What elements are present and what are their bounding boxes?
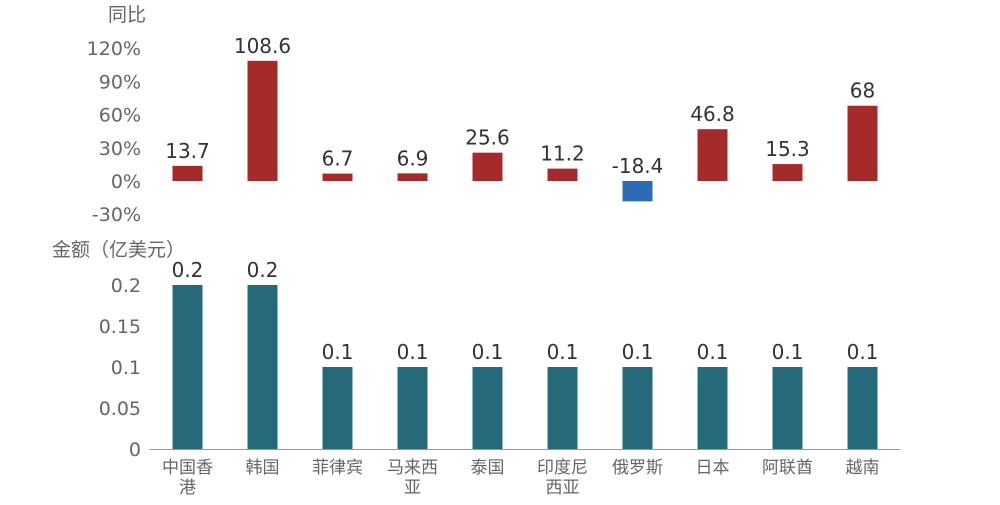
top-y-tick-label: 60% (99, 105, 141, 127)
bottom-y-tick-label: 0.1 (111, 357, 141, 379)
top-y-tick-label: -30% (92, 204, 141, 226)
top-data-label: 6.7 (322, 147, 354, 171)
bottom-bar (472, 367, 503, 449)
bottom-bar (622, 367, 653, 449)
top-data-label: 46.8 (690, 102, 735, 126)
top-bar (322, 173, 353, 181)
top-bar (772, 164, 803, 181)
top-bar (847, 105, 878, 181)
top-y-ticks: -30% 0% 30% 60% 90% 120% (87, 38, 141, 226)
x-category-label: 韩国 (246, 458, 280, 478)
x-category-label: 马来西亚 (387, 458, 438, 498)
top-bar (172, 165, 203, 181)
x-category-label: 俄罗斯 (612, 458, 663, 478)
top-y-tick-label: 30% (99, 138, 141, 160)
bottom-data-label: 0.1 (472, 340, 504, 364)
bottom-bar (322, 367, 353, 449)
top-bar (547, 168, 578, 181)
top-y-tick-label: 120% (87, 38, 141, 60)
top-bars (172, 60, 878, 202)
x-category-label: 中国香港 (162, 458, 213, 498)
bottom-y-axis-title: 金额（亿美元） (52, 239, 185, 261)
x-category-label: 菲律宾 (312, 458, 363, 478)
top-data-label: 13.7 (165, 139, 210, 163)
bottom-data-label: 0.1 (772, 340, 804, 364)
top-data-label: 25.6 (465, 126, 510, 150)
bottom-bar (397, 367, 428, 449)
top-data-label: 6.9 (397, 146, 429, 170)
top-y-axis-title: 同比 (108, 4, 146, 26)
top-y-tick-label: 90% (99, 71, 141, 93)
x-category-label: 阿联酋 (762, 458, 813, 478)
bottom-data-label: 0.1 (397, 340, 429, 364)
x-category-label: 越南 (846, 458, 880, 478)
bottom-bar (697, 367, 728, 449)
top-bar (397, 173, 428, 181)
top-data-label: -18.4 (612, 154, 664, 178)
bottom-bar (547, 367, 578, 449)
top-y-tick-label: 0% (111, 171, 141, 193)
bottom-data-label: 0.1 (322, 340, 354, 364)
bottom-bar (247, 285, 278, 449)
bottom-data-label: 0.2 (247, 258, 279, 282)
bottom-data-label: 0.2 (172, 258, 204, 282)
bottom-y-ticks: 0 0.05 0.1 0.15 0.2 (99, 275, 141, 461)
bottom-y-tick-label: 0.05 (99, 398, 141, 420)
top-bar (472, 152, 503, 181)
x-category-label: 泰国 (471, 458, 505, 478)
bottom-data-label: 0.1 (622, 340, 654, 364)
bottom-bars (172, 285, 878, 449)
bottom-bar (772, 367, 803, 449)
x-category-label: 印度尼西亚 (537, 458, 588, 498)
x-category-label: 日本 (696, 458, 730, 478)
bottom-bar (847, 367, 878, 449)
bottom-data-label: 0.1 (697, 340, 729, 364)
bottom-y-tick-label: 0 (129, 439, 141, 461)
top-data-label: 108.6 (234, 34, 291, 58)
bottom-data-label: 0.1 (547, 340, 579, 364)
top-data-label: 68 (850, 79, 875, 103)
bottom-data-label: 0.1 (847, 340, 879, 364)
top-bar (622, 181, 653, 202)
bottom-bar (172, 285, 203, 449)
x-category-labels: 中国香港 韩国 菲律宾 马来西亚 泰国 印度尼西亚 俄罗斯 日本 阿联酋 越南 (162, 458, 880, 498)
top-data-labels: 13.7 108.6 6.7 6.9 25.6 11.2 -18.4 46.8 15.3 68 (165, 34, 875, 178)
top-data-label: 11.2 (540, 142, 585, 166)
bottom-y-tick-label: 0.15 (99, 316, 141, 338)
bottom-y-tick-label: 0.2 (111, 275, 141, 297)
top-bar (247, 60, 278, 181)
top-data-label: 15.3 (765, 137, 810, 161)
bottom-data-labels: 0.2 0.2 0.1 0.1 0.1 0.1 0.1 0.1 0.1 0.1 (172, 258, 879, 364)
top-bar (697, 129, 728, 181)
